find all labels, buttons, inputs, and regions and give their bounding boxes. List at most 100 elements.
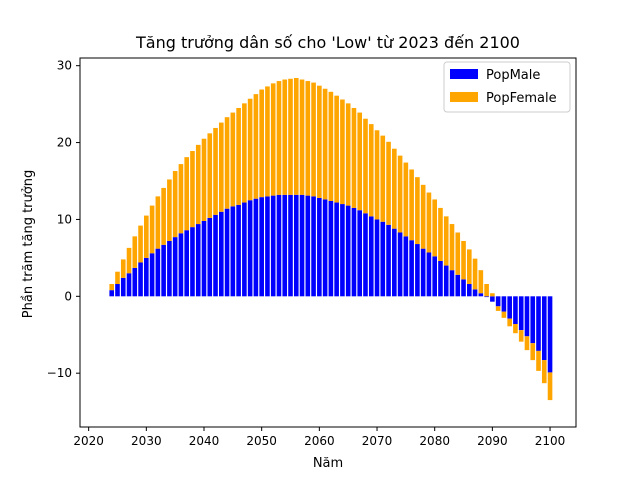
bar-popfemale-2070 bbox=[374, 130, 380, 220]
y-axis-ticks: −10 0 10 20 30 bbox=[47, 59, 80, 380]
bar-popmale-2044 bbox=[224, 208, 230, 297]
bar-popfemale-2060 bbox=[317, 85, 322, 198]
bar-popfemale-2043 bbox=[219, 122, 224, 212]
bar-popmale-2045 bbox=[230, 206, 236, 297]
bar-popmale-2075 bbox=[403, 236, 409, 297]
bar-popfemale-2041 bbox=[207, 133, 213, 218]
plot-frame bbox=[79, 57, 577, 428]
bar-popfemale-2039 bbox=[195, 144, 201, 225]
bar-popmale-2054 bbox=[282, 194, 288, 297]
bar-popfemale-2069 bbox=[368, 124, 374, 217]
bar-popmale-2065 bbox=[345, 205, 351, 297]
bar-popmale-2058 bbox=[305, 195, 311, 297]
bar-popmale-2031 bbox=[149, 253, 155, 297]
bar-popfemale-2030 bbox=[144, 215, 149, 258]
bar-popfemale-2063 bbox=[334, 95, 339, 203]
bar-popmale-2064 bbox=[340, 204, 345, 297]
bar-popfemale-2057 bbox=[299, 79, 305, 195]
bar-popfemale-2028 bbox=[132, 236, 138, 268]
bar-popmale-2084 bbox=[455, 274, 461, 297]
bar-popmale-2062 bbox=[328, 200, 334, 297]
bar-popfemale-2087 bbox=[472, 258, 478, 290]
bar-popmale-2063 bbox=[334, 202, 339, 297]
bar-popfemale-2061 bbox=[322, 88, 328, 200]
bar-popmale-2034 bbox=[167, 240, 172, 297]
y-tick-label: 20 bbox=[57, 136, 72, 150]
y-tick-label: 0 bbox=[64, 289, 72, 303]
bar-popfemale-2084 bbox=[455, 232, 461, 275]
bar-popfemale-2066 bbox=[351, 107, 357, 208]
bar-popmale-2098 bbox=[536, 296, 541, 351]
x-tick-label: 2050 bbox=[246, 434, 277, 448]
bar-popfemale-2098 bbox=[536, 350, 541, 371]
bar-popfemale-2062 bbox=[328, 91, 334, 201]
bar-popfemale-2032 bbox=[155, 196, 161, 249]
bar-popmale-2082 bbox=[443, 265, 449, 297]
bar-popfemale-2096 bbox=[524, 336, 530, 351]
bar-popfemale-2088 bbox=[478, 270, 484, 294]
legend-label-popmale: PopMale bbox=[486, 68, 540, 83]
bar-popmale-2092 bbox=[501, 296, 507, 312]
bar-popfemale-2076 bbox=[409, 169, 414, 241]
bar-popfemale-2074 bbox=[397, 155, 403, 233]
bar-popfemale-2033 bbox=[161, 187, 166, 245]
bar-popfemale-2048 bbox=[247, 98, 253, 201]
y-axis-label: Phần trăm tăng trưởng bbox=[21, 170, 36, 318]
bar-popfemale-2065 bbox=[345, 103, 351, 206]
bar-popfemale-2071 bbox=[380, 135, 386, 222]
bar-popmale-2037 bbox=[184, 230, 189, 297]
bar-popfemale-2068 bbox=[363, 118, 368, 214]
bar-popmale-2040 bbox=[201, 220, 207, 297]
bar-popmale-2036 bbox=[178, 233, 184, 297]
bar-popfemale-2045 bbox=[230, 112, 236, 207]
bar-popmale-2042 bbox=[213, 214, 218, 297]
bar-popfemale-2038 bbox=[190, 151, 195, 228]
bar-popmale-2059 bbox=[311, 196, 316, 297]
bar-popmale-2056 bbox=[293, 194, 299, 297]
bar-popfemale-2037 bbox=[184, 157, 189, 231]
bar-popmale-2039 bbox=[195, 224, 201, 297]
bar-popmale-2041 bbox=[207, 217, 213, 297]
x-tick-label: 2060 bbox=[304, 434, 335, 448]
bar-popmale-2081 bbox=[438, 260, 443, 297]
bar-popmale-2100 bbox=[547, 296, 553, 373]
bar-popmale-2085 bbox=[461, 279, 466, 297]
bar-popfemale-2031 bbox=[149, 205, 155, 254]
bar-popmale-2080 bbox=[432, 256, 437, 297]
bar-popmale-2061 bbox=[322, 199, 328, 297]
bar-popfemale-2097 bbox=[530, 343, 536, 361]
bar-popmale-2055 bbox=[288, 194, 293, 297]
bar-popmale-2067 bbox=[357, 210, 363, 297]
bar-popfemale-2077 bbox=[415, 177, 420, 245]
bar-popfemale-2095 bbox=[518, 330, 524, 342]
bar-popfemale-2086 bbox=[467, 249, 472, 285]
bar-popmale-2033 bbox=[161, 244, 166, 297]
bar-popfemale-2024 bbox=[109, 284, 115, 291]
bar-popmale-2070 bbox=[374, 219, 380, 297]
bar-popmale-2086 bbox=[467, 284, 472, 297]
legend-label-popfemale: PopFemale bbox=[486, 91, 557, 106]
bar-popmale-2051 bbox=[265, 196, 270, 297]
bar-popfemale-2044 bbox=[224, 117, 230, 209]
bar-popfemale-2025 bbox=[115, 271, 120, 285]
bar-popmale-2093 bbox=[507, 296, 512, 319]
bar-popfemale-2080 bbox=[432, 199, 437, 257]
bar-popmale-2057 bbox=[299, 194, 305, 297]
legend-swatch-popmale bbox=[450, 69, 478, 79]
bar-popfemale-2059 bbox=[311, 82, 316, 197]
bar-popmale-2073 bbox=[392, 228, 397, 297]
bar-popfemale-2042 bbox=[213, 127, 218, 215]
bar-popmale-2090 bbox=[490, 296, 495, 302]
bar-popmale-2097 bbox=[530, 296, 536, 344]
bar-popmale-2050 bbox=[259, 197, 264, 297]
bar-popfemale-2078 bbox=[420, 184, 426, 249]
bar-popfemale-2026 bbox=[120, 259, 126, 278]
bar-popmale-2087 bbox=[472, 289, 478, 297]
bar-popmale-2046 bbox=[236, 204, 241, 297]
bar-popfemale-2093 bbox=[507, 318, 512, 327]
y-tick-label: 30 bbox=[57, 59, 72, 73]
x-tick-label: 2100 bbox=[535, 434, 566, 448]
bar-popfemale-2081 bbox=[438, 207, 443, 261]
chart-title: Tăng trưởng dân số cho 'Low' từ 2023 đến… bbox=[135, 33, 520, 52]
